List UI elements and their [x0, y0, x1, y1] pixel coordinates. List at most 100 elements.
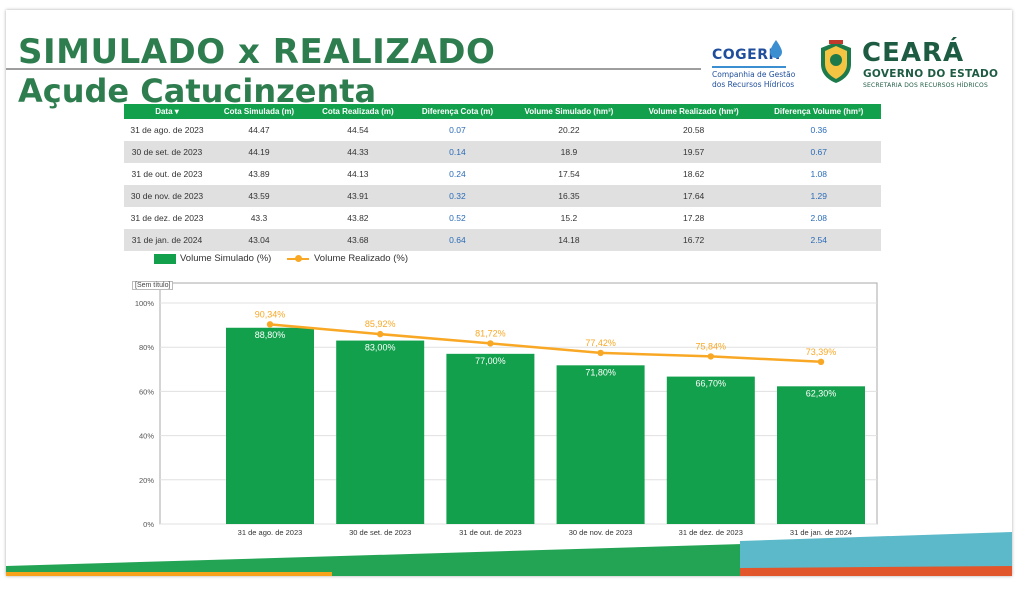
bar — [446, 353, 535, 524]
table-row: 31 de jan. de 2024 43.04 43.68 0.64 14.1… — [124, 229, 881, 251]
data-table: Data ▾ Cota Simulada (m) Cota Realizada … — [124, 104, 881, 251]
bar-data-label: 83,00% — [365, 343, 396, 353]
table-cell: 2.54 — [756, 229, 881, 251]
table-cell: 30 de set. de 2023 — [124, 141, 210, 163]
ceara-coat-of-arms-icon — [821, 40, 851, 83]
column-header[interactable]: Cota Realizada (m) — [307, 104, 408, 119]
line-point — [377, 330, 384, 338]
bar-data-label: 66,70% — [696, 379, 727, 389]
table-cell: 43.3 — [210, 207, 308, 229]
line-point — [707, 353, 714, 360]
table-cell: 2.08 — [756, 207, 881, 229]
table-cell: 1.08 — [756, 163, 881, 185]
table-cell: 44.19 — [210, 141, 308, 163]
table-row: 30 de set. de 2023 44.19 44.33 0.14 18.9… — [124, 141, 881, 163]
table-cell: 0.52 — [407, 207, 508, 229]
cogerh-logo-name: COGERH — [712, 47, 781, 63]
table-row: 31 de out. de 2023 43.89 44.13 0.24 17.5… — [124, 163, 881, 185]
line-point — [266, 321, 274, 328]
column-header[interactable]: Cota Simulada (m) — [210, 104, 308, 119]
realizado-line — [269, 323, 822, 364]
line-point — [817, 358, 825, 366]
table-cell: 18.9 — [507, 141, 631, 163]
table-row: 31 de ago. de 2023 44.47 44.54 0.07 20.2… — [124, 119, 881, 141]
y-tick-label: 100% — [135, 299, 155, 308]
table-cell: 18.62 — [630, 163, 757, 185]
table-cell: 17.28 — [630, 207, 757, 229]
table-cell: 44.13 — [307, 163, 408, 185]
table-cell: 0.64 — [407, 229, 508, 251]
table-cell: 14.18 — [507, 229, 631, 251]
table-header-row: Data ▾ Cota Simulada (m) Cota Realizada … — [124, 104, 881, 119]
table-cell: 44.47 — [210, 119, 308, 141]
table-cell: 43.82 — [307, 207, 408, 229]
bar-data-label: 71,80% — [585, 367, 616, 377]
bar-data-label: 77,00% — [475, 356, 506, 366]
bar — [556, 365, 645, 524]
line-data-label: 73,39% — [806, 347, 837, 357]
bar — [666, 376, 755, 524]
table-cell: 0.24 — [407, 163, 508, 185]
table-cell: 31 de jan. de 2024 — [124, 229, 210, 251]
table-cell: 0.32 — [407, 185, 508, 207]
table-cell: 17.54 — [507, 163, 631, 185]
table-cell: 43.68 — [307, 229, 408, 251]
x-tick-label: 31 de out. de 2023 — [459, 528, 522, 537]
y-tick-label: 80% — [139, 343, 154, 352]
chart-untitled-label: [Sem título] — [132, 281, 174, 290]
line-point — [597, 349, 604, 357]
table-cell: 31 de ago. de 2023 — [124, 119, 210, 141]
legend-label-simulado[interactable]: Volume Simulado (%) — [180, 253, 272, 264]
table-cell: 0.67 — [756, 141, 881, 163]
y-tick-label: 20% — [139, 476, 154, 485]
table-cell: 20.58 — [630, 119, 757, 141]
legend-label-realizado[interactable]: Volume Realizado (%) — [314, 253, 408, 264]
x-tick-label: 31 de jan. de 2024 — [790, 528, 852, 537]
table-cell: 16.35 — [507, 185, 631, 207]
water-drop-icon — [770, 40, 782, 58]
line-data-label: 77,42% — [585, 338, 616, 348]
table-cell: 15.2 — [507, 207, 631, 229]
line-data-label: 85,92% — [365, 319, 396, 329]
legend-swatch-bar[interactable] — [154, 254, 176, 264]
ceara-logo-name: CEARÁ — [862, 38, 965, 68]
cogerh-logo: COGERH Companhia de Gestão dos Recursos … — [706, 38, 795, 98]
ceara-logo-secretariat: SECRETARIA DOS RECURSOS HÍDRICOS — [863, 82, 988, 89]
column-header[interactable]: Volume Realizado (hm³) — [630, 104, 757, 119]
table-row: 31 de dez. de 2023 43.3 43.82 0.52 15.2 … — [124, 207, 881, 229]
column-header[interactable]: Volume Simulado (hm³) — [507, 104, 631, 119]
table-cell: 17.64 — [630, 185, 757, 207]
table-cell: 0.14 — [407, 141, 508, 163]
table-cell: 30 de nov. de 2023 — [124, 185, 210, 207]
table-cell: 31 de dez. de 2023 — [124, 207, 210, 229]
bar-data-label: 62,30% — [806, 388, 837, 398]
column-header[interactable]: Diferença Volume (hm³) — [756, 104, 881, 119]
title-divider — [6, 68, 701, 70]
column-header-date[interactable]: Data ▾ — [124, 104, 210, 119]
table-cell: 43.89 — [210, 163, 308, 185]
cogerh-subtitle-line1: Companhia de Gestão — [712, 70, 796, 79]
table-cell: 16.72 — [630, 229, 757, 251]
bar-data-label: 88,80% — [255, 330, 286, 340]
cogerh-logo-subtitle: Companhia de Gestão dos Recursos Hídrico… — [712, 70, 795, 90]
x-tick-label: 30 de set. de 2023 — [349, 528, 411, 537]
table-cell: 43.91 — [307, 185, 408, 207]
y-tick-label: 60% — [139, 387, 154, 396]
line-point — [487, 340, 494, 347]
title-reservoir: Açude Catucinzenta — [18, 72, 377, 110]
ceara-logo-government: GOVERNO DO ESTADO — [863, 68, 999, 80]
table-cell: 19.57 — [630, 141, 757, 163]
y-tick-label: 40% — [139, 432, 154, 441]
table-cell: 20.22 — [507, 119, 631, 141]
table-cell: 43.04 — [210, 229, 308, 251]
cogerh-subtitle-line2: dos Recursos Hídricos — [712, 80, 795, 89]
x-tick-label: 31 de dez. de 2023 — [679, 528, 743, 537]
column-header[interactable]: Diferença Cota (m) — [407, 104, 508, 119]
line-data-label: 75,84% — [696, 341, 727, 351]
legend-swatch-dot — [295, 255, 302, 262]
table-cell: 1.29 — [756, 185, 881, 207]
line-data-label: 90,34% — [255, 309, 286, 319]
table-cell: 0.07 — [407, 119, 508, 141]
